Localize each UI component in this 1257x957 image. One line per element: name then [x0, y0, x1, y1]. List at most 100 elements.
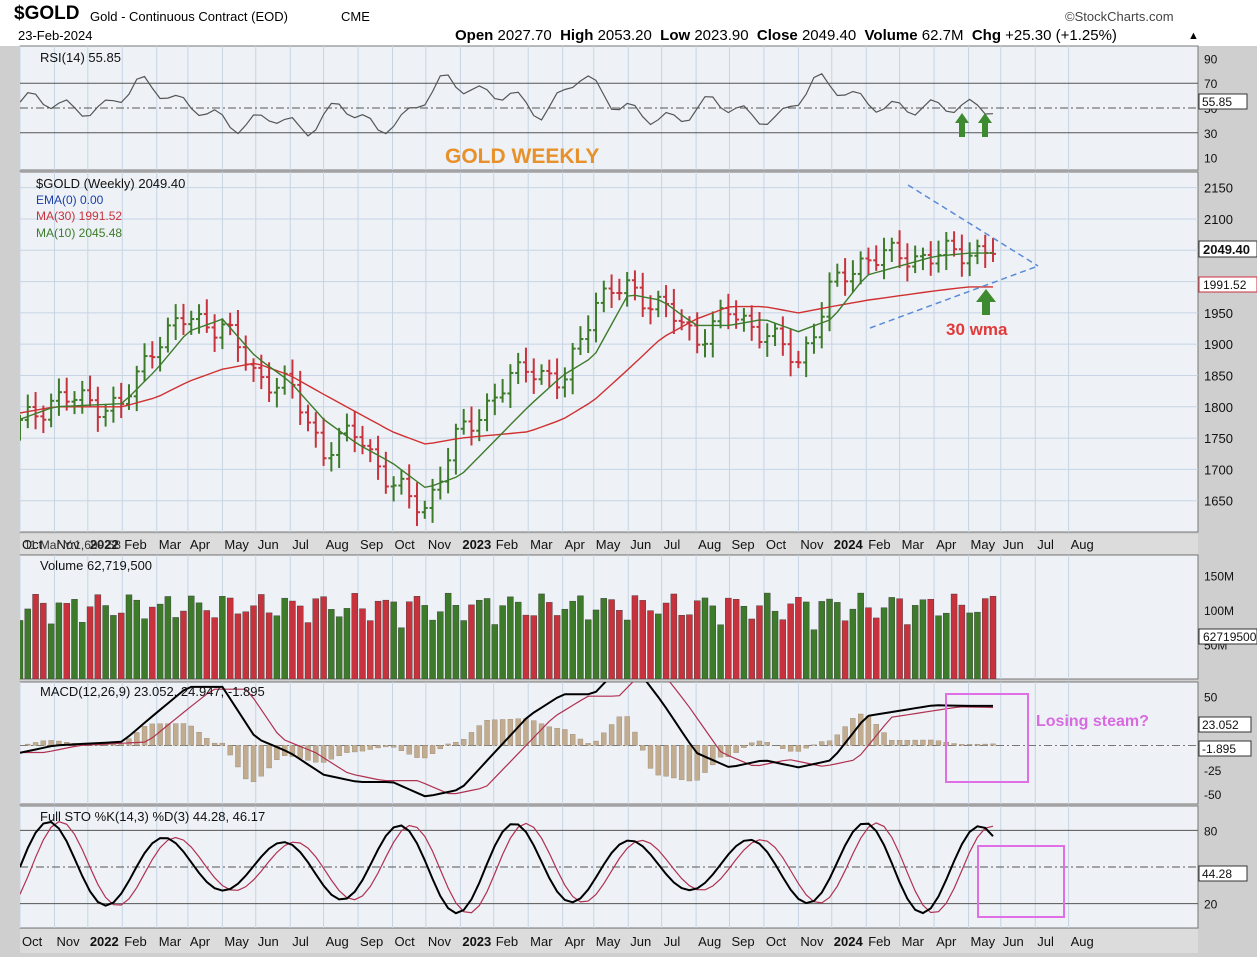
macd-histogram-bar — [826, 740, 833, 746]
macd-histogram-bar — [896, 740, 903, 746]
ohlc-readout: Open 2027.70 High 2053.20 Low 2023.90 Cl… — [455, 27, 1117, 44]
macd-histogram-bar — [429, 745, 436, 754]
losing-steam-annotation: Losing steam? — [1036, 713, 1149, 730]
volume-bar — [273, 615, 281, 679]
macd-histogram-bar — [795, 745, 802, 752]
macd-histogram-bar — [149, 723, 155, 746]
volume-bar — [623, 619, 631, 679]
volume-bar — [24, 608, 31, 679]
macd-histogram-bar — [803, 745, 809, 749]
volume-bar — [849, 608, 857, 679]
macd-histogram-bar — [126, 738, 132, 746]
macd-histogram-bar — [780, 745, 786, 749]
macd-histogram-bar — [250, 745, 257, 783]
macd-label: MACD(12,26,9) 23.052, 24.947, -1.895 — [40, 684, 265, 699]
volume-bar — [437, 611, 444, 679]
x-tick-label: 2023 — [462, 537, 491, 552]
ema-legend: EMA(0) 0.00 — [36, 193, 104, 207]
price-tick-label: 1700 — [1204, 462, 1233, 477]
volume-bar — [250, 605, 257, 679]
macd-histogram-bar — [48, 740, 54, 746]
ma30-value-tag: 1991.52 — [1198, 276, 1257, 293]
x-tick-label: Apr — [565, 537, 586, 552]
volume-bar — [63, 603, 70, 679]
collapse-icon[interactable]: ▲ — [1188, 30, 1199, 42]
volume-bar — [764, 592, 771, 679]
volume-bar — [265, 612, 273, 679]
macd-histogram-bar — [865, 715, 872, 746]
volume-bar — [530, 615, 537, 679]
volume-bar — [460, 620, 467, 679]
macd-histogram-bar — [274, 745, 280, 760]
volume-bar — [686, 614, 693, 679]
close-value: 2049.40 — [801, 27, 857, 44]
wma-annotation: 30 wma — [946, 320, 1008, 339]
macd-histogram-bar — [219, 742, 226, 746]
volume-bar — [149, 606, 156, 679]
macd-histogram-bar — [935, 740, 942, 746]
volume-bar — [297, 605, 304, 679]
macd-histogram-bar — [577, 738, 584, 746]
macd-histogram-bar — [461, 739, 467, 746]
macd-histogram-bar — [741, 745, 747, 748]
volume-bar — [522, 614, 530, 679]
x-tick-label: Jun — [258, 934, 279, 949]
volume-bar — [335, 616, 343, 679]
x-tick-label: Sep — [731, 934, 754, 949]
volume-bar — [289, 600, 296, 679]
high-label: High — [560, 27, 594, 44]
volume-bar — [180, 610, 187, 679]
macd-histogram-bar — [912, 739, 918, 746]
macd-histogram-bar — [819, 741, 825, 746]
x-tick-label: May — [224, 934, 249, 949]
macd-histogram-bar — [258, 745, 264, 777]
macd-histogram-bar — [414, 745, 420, 758]
macd-histogram-bar — [710, 745, 716, 766]
volume-bar — [756, 605, 763, 679]
x-tick-label: Apr — [936, 537, 957, 552]
macd-histogram-bar — [305, 745, 311, 761]
volume-bar — [577, 595, 584, 679]
volume-bar — [102, 605, 109, 679]
x-tick-label: May — [971, 934, 996, 949]
x-tick-label: Feb — [868, 537, 890, 552]
volume-bar — [79, 622, 86, 679]
volume-bar — [242, 611, 249, 679]
macd-histogram-bar — [702, 745, 708, 773]
macd-histogram-bar — [352, 745, 358, 753]
rsi-tick-label: 90 — [1204, 52, 1218, 66]
x-tick-label: Aug — [698, 934, 721, 949]
macd-histogram-bar — [881, 732, 887, 746]
volume-bar — [795, 596, 802, 679]
volume-bar — [569, 600, 576, 679]
macd-histogram-bar — [834, 734, 840, 746]
macd-histogram-bar — [437, 745, 443, 750]
x-tick-label: Jul — [292, 537, 309, 552]
volume-bar — [639, 600, 646, 679]
ma10-legend: MA(10) 2045.48 — [36, 226, 122, 240]
macd-histogram-bar — [889, 740, 895, 746]
x-tick-label: Jun — [1003, 537, 1024, 552]
x-tick-label: Nov — [800, 934, 824, 949]
macd-histogram-bar — [375, 745, 381, 749]
volume-bar — [359, 608, 366, 679]
x-tick-label: Feb — [868, 934, 890, 949]
macd-histogram-bar — [749, 742, 755, 746]
macd-value-tag: 23.052 — [1198, 716, 1252, 733]
macd-histogram-bar — [554, 728, 560, 746]
macd-tick-label: -50 — [1204, 788, 1222, 802]
volume-bar — [701, 597, 709, 679]
volume-bar — [717, 624, 724, 679]
volume-bar — [476, 599, 483, 679]
volume-bar — [125, 594, 133, 679]
macd-histogram-bar — [165, 723, 171, 746]
x-tick-label: Jun — [1003, 934, 1024, 949]
x-tick-label: 2024 — [834, 537, 864, 552]
volume-bar — [328, 609, 335, 679]
sto-tick-label: 20 — [1204, 898, 1218, 912]
macd-signal-line — [20, 682, 994, 795]
macd-histogram-bar — [904, 739, 911, 746]
rsi-tick-label: 30 — [1204, 127, 1218, 141]
rsi-tag-text: 55.85 — [1202, 95, 1232, 109]
volume-bar — [585, 619, 592, 679]
